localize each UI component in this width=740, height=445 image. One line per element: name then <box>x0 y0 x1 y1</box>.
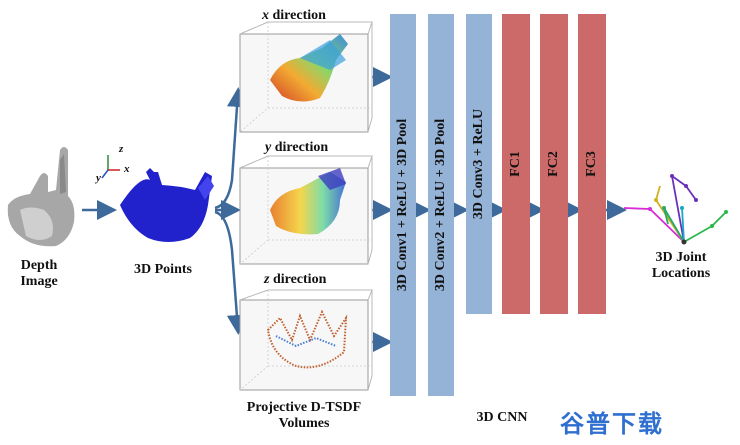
volume-y <box>239 155 373 265</box>
axes-gizmo <box>101 155 120 179</box>
axis-label-y: y <box>96 172 101 184</box>
watermark-logo: 谷普下载 <box>560 410 664 438</box>
depth-image-label: Depth Image <box>20 258 58 290</box>
axis-label-z: z <box>119 143 124 155</box>
volume-z <box>239 289 373 391</box>
joints-label: 3D Joint Locations <box>651 250 711 282</box>
conv1-layer: 3D Conv1 + ReLU + 3D Pool <box>390 14 416 396</box>
flow-arrows <box>82 67 627 352</box>
axis-label-x: x <box>124 163 130 175</box>
conv3-layer: 3D Conv3 + ReLU <box>466 14 492 314</box>
fc3-layer: FC3 <box>578 14 606 314</box>
y-direction-title: y direction <box>265 140 329 155</box>
joint-skeleton <box>623 174 728 245</box>
x-direction-title: x direction <box>262 8 326 23</box>
fc1-layer: FC1 <box>502 14 530 314</box>
cnn-label: 3D CNN <box>476 410 528 425</box>
conv2-layer: 3D Conv2 + ReLU + 3D Pool <box>428 14 454 396</box>
z-direction-title: z direction <box>264 272 327 287</box>
volume-x <box>239 21 373 133</box>
volumes-label: Projective D-TSDF Volumes <box>246 400 362 432</box>
points-label: 3D Points <box>134 262 192 277</box>
fc2-layer: FC2 <box>540 14 568 314</box>
point-cloud <box>120 168 214 242</box>
depth-image-hand <box>7 147 75 247</box>
